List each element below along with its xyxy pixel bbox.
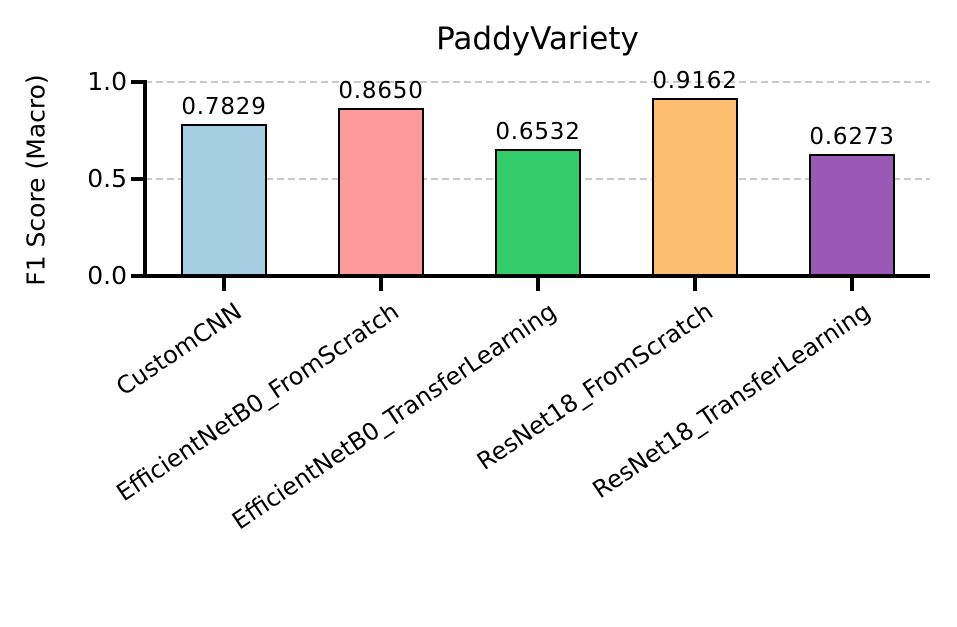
y-tick-label: 0.5 bbox=[87, 164, 127, 193]
x-tick-mark bbox=[379, 278, 383, 291]
x-tick-label: EfficientNetB0_FromScratch bbox=[111, 297, 405, 508]
y-axis-spine bbox=[143, 80, 147, 278]
bar-value-label: 0.8650 bbox=[338, 78, 424, 105]
bar-value-label: 0.7829 bbox=[181, 94, 267, 121]
y-tick-mark bbox=[131, 274, 143, 278]
x-tick-mark bbox=[222, 278, 226, 291]
y-tick-mark bbox=[131, 80, 143, 84]
x-tick-label: CustomCNN bbox=[111, 297, 248, 402]
chart-title: PaddyVariety bbox=[436, 21, 639, 57]
x-tick-label: EfficientNetB0_TransferLearning bbox=[226, 297, 562, 536]
bar-value-label: 0.6532 bbox=[495, 119, 581, 146]
x-tick-mark bbox=[536, 278, 540, 291]
x-tick-mark bbox=[850, 278, 854, 291]
bar-ResNet18_FromScratch bbox=[652, 98, 738, 277]
gridline bbox=[145, 81, 930, 83]
y-tick-label: 0.0 bbox=[87, 261, 127, 290]
x-tick-label: ResNet18_TransferLearning bbox=[587, 297, 876, 504]
bar-value-label: 0.6273 bbox=[809, 124, 895, 151]
bar-ResNet18_TransferLearning bbox=[809, 154, 895, 277]
y-tick-mark bbox=[131, 177, 143, 181]
bar-EfficientNetB0_FromScratch bbox=[338, 108, 424, 277]
bar-CustomCNN bbox=[181, 124, 267, 277]
bar-value-label: 0.9162 bbox=[652, 68, 738, 95]
y-tick-label: 1.0 bbox=[87, 67, 127, 96]
x-tick-mark bbox=[693, 278, 697, 291]
x-axis-spine bbox=[143, 274, 930, 278]
bar-EfficientNetB0_TransferLearning bbox=[495, 149, 581, 277]
